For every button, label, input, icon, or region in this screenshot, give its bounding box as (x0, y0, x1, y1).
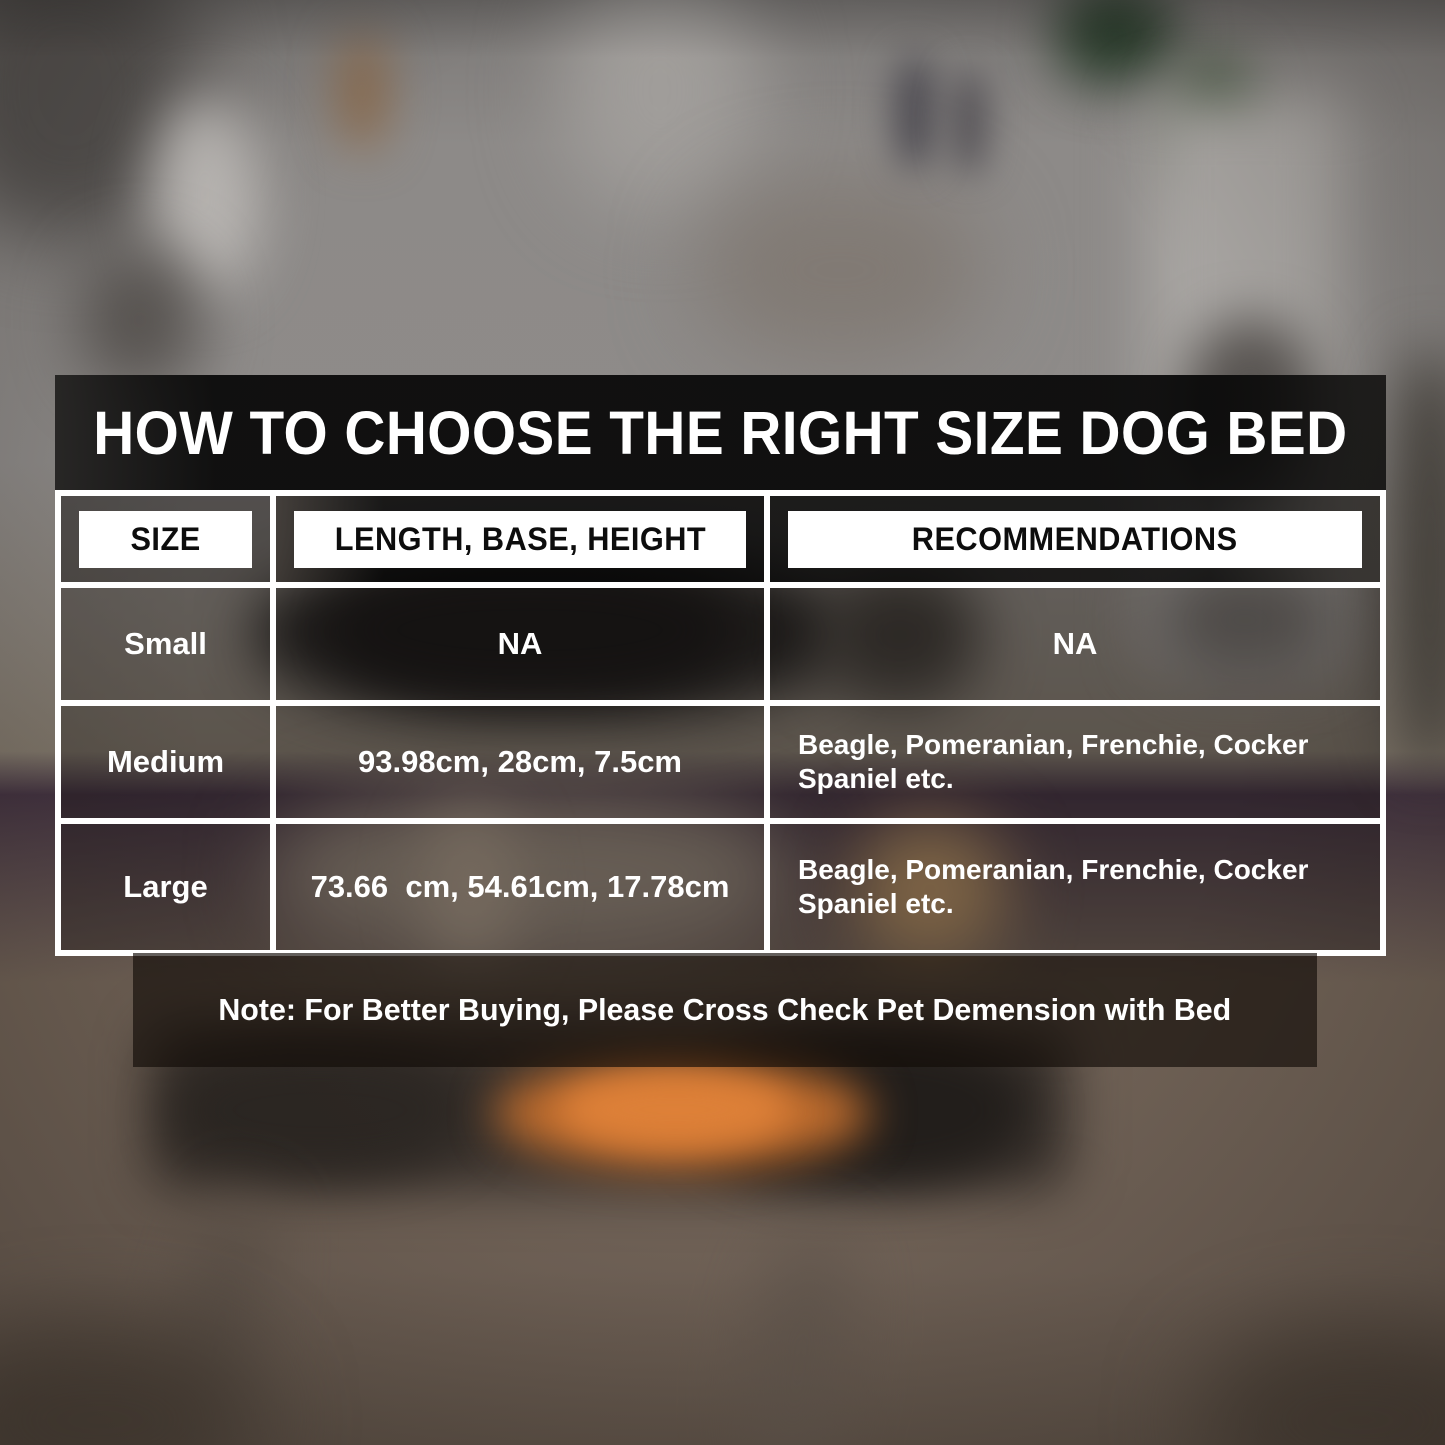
header-label-dimensions: LENGTH, BASE, HEIGHT (334, 520, 706, 557)
bg-blob-floor-plank-2 (742, 1225, 858, 1445)
header-cell-recommendations: RECOMMENDATIONS (767, 493, 1383, 585)
bg-blob-right-shadow (1390, 350, 1445, 770)
header-chip-size: SIZE (79, 510, 252, 568)
bg-blob-orange-blanket-highlight (560, 1072, 790, 1147)
bg-blob-plant-1 (1055, 0, 1175, 85)
cell-dimensions-large: 73.66 cm, 54.61cm, 17.78cm (273, 821, 767, 953)
cell-dimensions-medium: 93.98cm, 28cm, 7.5cm (273, 703, 767, 821)
bg-blob-frame-2 (952, 70, 986, 175)
bg-blob-bright-wall (560, 0, 760, 210)
page-title: HOW TO CHOOSE THE RIGHT SIZE DOG BED (93, 398, 1348, 467)
header-label-recommendations: RECOMMENDATIONS (912, 520, 1238, 557)
header-cell-dimensions: LENGTH, BASE, HEIGHT (273, 493, 767, 585)
bg-blob-brick-wall (700, 180, 980, 360)
bg-blob-lamp-shadow (80, 250, 200, 390)
bg-blob-light-streak (425, 810, 515, 960)
header-cell-size: SIZE (58, 493, 273, 585)
header-chip-recommendations: RECOMMENDATIONS (788, 510, 1362, 568)
note-banner: Note: For Better Buying, Please Cross Ch… (133, 953, 1317, 1067)
size-table: SIZE LENGTH, BASE, HEIGHT RECOMMENDATION… (55, 490, 1386, 956)
header-chip-dimensions: LENGTH, BASE, HEIGHT (294, 510, 746, 568)
bg-blob-tan-cushion (855, 820, 1005, 960)
cell-dimensions-small: NA (273, 585, 767, 703)
cell-size-small: Small (58, 585, 273, 703)
bg-blob-wood-strip (340, 35, 385, 150)
header-label-size: SIZE (130, 520, 201, 557)
bg-blob-couch-arm (820, 565, 980, 705)
cell-size-medium: Medium (58, 703, 273, 821)
note-text: Note: For Better Buying, Please Cross Ch… (218, 992, 1232, 1027)
cell-recommendations-small: NA (767, 585, 1383, 703)
bg-blob-frame-1 (895, 55, 935, 170)
cell-recommendations-large: Beagle, Pomeranian, Frenchie, Cocker Spa… (767, 821, 1383, 953)
title-banner: HOW TO CHOOSE THE RIGHT SIZE DOG BED (55, 375, 1386, 490)
cell-size-large: Large (58, 821, 273, 953)
bg-blob-bottom-right-shadow (1200, 1330, 1445, 1445)
cell-recommendations-medium: Beagle, Pomeranian, Frenchie, Cocker Spa… (767, 703, 1383, 821)
